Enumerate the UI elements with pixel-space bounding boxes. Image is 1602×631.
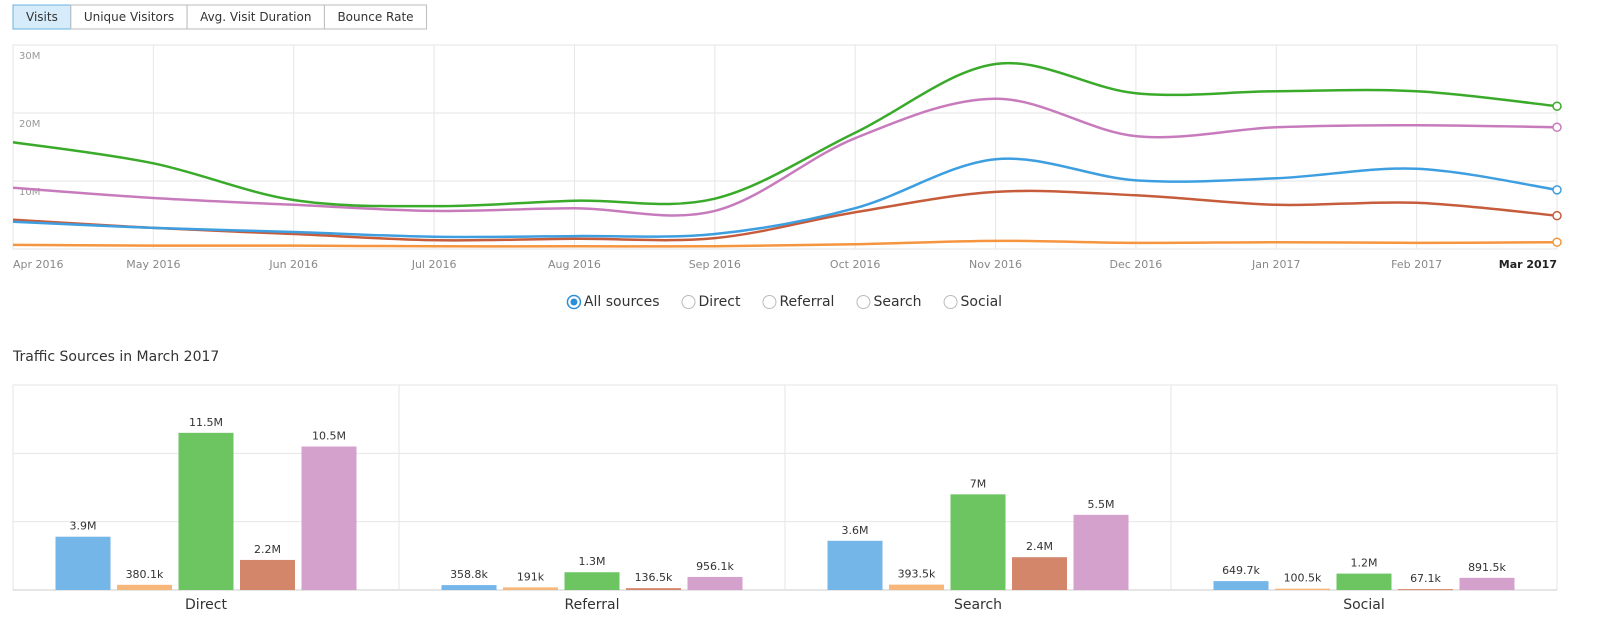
- y-tick-label: 30M: [19, 51, 40, 62]
- bar: [55, 536, 111, 590]
- value-label: 393.5k: [898, 568, 936, 581]
- bar: [687, 576, 743, 590]
- x-tick-label: Referral: [565, 597, 620, 613]
- tab-label[interactable]: Visits: [26, 10, 58, 24]
- bar: [626, 588, 681, 590]
- radio[interactable]: [681, 295, 696, 309]
- series-line: [12, 61, 1558, 208]
- bar: [117, 584, 172, 590]
- value-label: 67.1k: [1410, 572, 1441, 585]
- bar: [1012, 557, 1067, 590]
- tab-label[interactable]: Unique Visitors: [84, 10, 174, 24]
- value-label: 380.1k: [126, 568, 164, 581]
- value-label: 1.3M: [579, 555, 606, 568]
- radio-label[interactable]: All sources: [584, 294, 660, 310]
- x-tick-label: Social: [1343, 597, 1385, 613]
- x-tick-label: Oct 2016: [830, 258, 881, 271]
- radio-label[interactable]: Direct: [699, 294, 741, 310]
- bar: [503, 587, 558, 590]
- y-tick-label: 20M: [19, 119, 40, 130]
- value-label: 2.4M: [1026, 540, 1053, 553]
- tab-label[interactable]: Avg. Visit Duration: [200, 10, 311, 24]
- x-tick-label: Sep 2016: [689, 258, 741, 271]
- bar: [1213, 581, 1269, 590]
- plot-frame: [12, 44, 1558, 250]
- end-marker: [1552, 237, 1562, 247]
- value-label: 3.9M: [70, 520, 97, 533]
- x-tick-label: Nov 2016: [969, 258, 1022, 271]
- bar: [240, 559, 295, 590]
- value-label: 11.5M: [189, 416, 223, 429]
- x-tick-label: Jun 2016: [268, 258, 318, 271]
- bar: [441, 585, 497, 590]
- radio-label[interactable]: Social: [961, 294, 1003, 310]
- series-line: [12, 157, 1558, 239]
- tab[interactable]: [186, 4, 325, 30]
- radio-dot[interactable]: [570, 298, 578, 306]
- value-label: 1.2M: [1351, 557, 1378, 570]
- value-label: 649.7k: [1222, 564, 1260, 577]
- series-line: [12, 239, 1558, 248]
- x-tick-label: Dec 2016: [1110, 258, 1163, 271]
- value-label: 3.6M: [842, 524, 869, 537]
- x-tick-label: Direct: [185, 597, 227, 613]
- x-tick-label: Aug 2016: [548, 258, 601, 271]
- value-label: 2.2M: [254, 543, 281, 556]
- value-label: 956.1k: [696, 560, 734, 573]
- x-tick-label: Mar 2017: [1499, 258, 1557, 271]
- end-marker: [1552, 122, 1562, 133]
- end-marker: [1552, 101, 1562, 111]
- radio-label[interactable]: Referral: [779, 294, 834, 310]
- x-tick-label: Feb 2017: [1391, 258, 1442, 271]
- bar: [564, 572, 620, 590]
- value-label: 136.5k: [635, 571, 673, 584]
- x-tick-label: Apr 2016: [13, 258, 64, 271]
- bar: [1398, 589, 1453, 591]
- bar: [1073, 514, 1129, 590]
- bar: [178, 432, 234, 590]
- tab[interactable]: [12, 4, 72, 30]
- bar: [1275, 588, 1330, 590]
- value-label: 10.5M: [312, 430, 346, 443]
- end-marker: [1552, 185, 1562, 195]
- x-tick-label: Search: [954, 597, 1002, 613]
- series-line: [12, 97, 1558, 217]
- tab-label[interactable]: Bounce Rate: [337, 10, 413, 24]
- x-tick-label: Jul 2016: [411, 258, 457, 271]
- y-tick-label: 10M: [19, 187, 40, 198]
- value-label: 358.8k: [450, 568, 488, 581]
- radio[interactable]: [762, 295, 777, 309]
- value-label: 7M: [970, 477, 987, 490]
- value-label: 191k: [517, 570, 545, 583]
- bar: [889, 584, 944, 590]
- bar: [1459, 577, 1515, 590]
- end-marker: [1552, 210, 1562, 221]
- radio[interactable]: [943, 295, 958, 309]
- bar: [950, 494, 1006, 590]
- bar: [827, 540, 883, 590]
- x-tick-label: Jan 2017: [1251, 258, 1300, 271]
- radio[interactable]: [856, 295, 871, 309]
- tab[interactable]: [323, 4, 428, 30]
- section-title: Traffic Sources in March 2017: [12, 349, 219, 365]
- x-tick-label: May 2016: [126, 258, 180, 271]
- value-label: 100.5k: [1284, 572, 1322, 585]
- value-label: 5.5M: [1088, 498, 1115, 511]
- value-label: 891.5k: [1468, 561, 1506, 574]
- series-line: [12, 189, 1558, 242]
- radio-label[interactable]: Search: [873, 294, 921, 310]
- bar: [301, 446, 357, 590]
- bar: [1336, 573, 1392, 590]
- tab[interactable]: [70, 4, 188, 30]
